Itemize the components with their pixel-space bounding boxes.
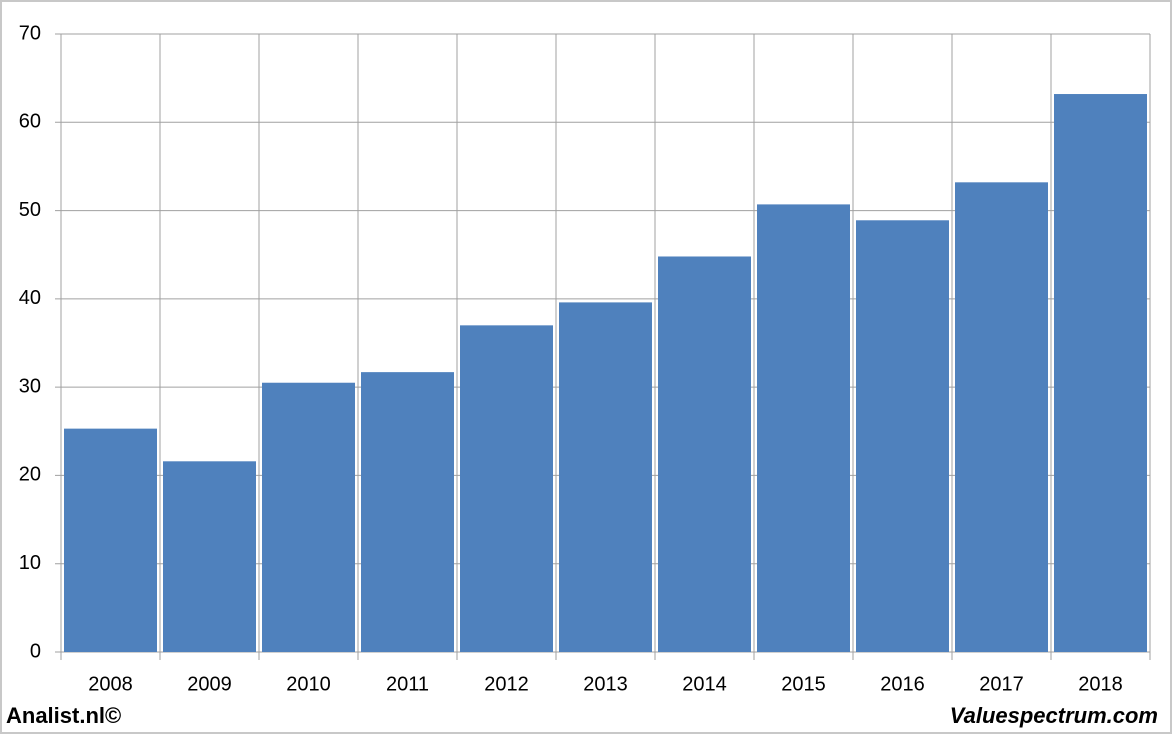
footer-right: Valuespectrum.com xyxy=(950,703,1158,728)
x-tick-label: 2010 xyxy=(286,673,331,695)
x-tick-label: 2013 xyxy=(583,673,628,695)
y-tick-label: 70 xyxy=(19,22,41,44)
bar xyxy=(1054,94,1147,652)
bar xyxy=(856,220,949,653)
bar xyxy=(361,372,454,652)
y-tick-label: 20 xyxy=(19,464,41,486)
y-tick-label: 30 xyxy=(19,375,41,397)
y-tick-label: 50 xyxy=(19,199,41,221)
x-tick-label: 2018 xyxy=(1078,673,1123,695)
y-tick-label: 60 xyxy=(19,111,41,133)
x-tick-label: 2017 xyxy=(979,673,1024,695)
bar xyxy=(559,302,652,652)
bar xyxy=(955,182,1048,652)
bar xyxy=(658,256,751,652)
bar xyxy=(757,204,850,653)
footer-left: Analist.nl© xyxy=(6,703,121,728)
x-tick-label: 2009 xyxy=(187,673,232,695)
bar xyxy=(262,382,355,652)
x-tick-label: 2015 xyxy=(781,673,826,695)
x-tick-label: 2012 xyxy=(484,673,529,695)
y-tick-label: 10 xyxy=(19,552,41,574)
x-tick-label: 2008 xyxy=(88,673,133,695)
bar xyxy=(64,428,157,652)
bar xyxy=(460,325,553,652)
x-tick-label: 2016 xyxy=(880,673,925,695)
y-tick-label: 0 xyxy=(30,640,41,662)
bar xyxy=(163,461,256,652)
x-tick-label: 2014 xyxy=(682,673,727,695)
y-tick-label: 40 xyxy=(19,287,41,309)
x-tick-label: 2011 xyxy=(386,673,429,695)
